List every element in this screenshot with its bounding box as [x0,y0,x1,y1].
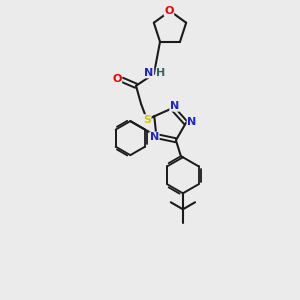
Text: N: N [187,117,196,127]
Text: S: S [143,115,151,125]
Text: N: N [150,132,159,142]
Text: H: H [156,68,166,78]
Text: N: N [170,101,179,111]
Text: N: N [144,68,154,78]
Text: O: O [164,6,174,16]
Text: O: O [112,74,122,84]
